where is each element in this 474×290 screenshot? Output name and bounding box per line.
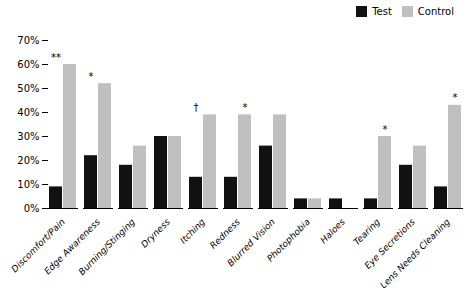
svg-text:40%: 40% (17, 107, 39, 118)
svg-text:*: * (243, 102, 248, 113)
svg-text:*: * (453, 92, 458, 103)
svg-text:50%: 50% (17, 83, 39, 94)
svg-text:*: * (383, 124, 388, 135)
svg-text:†: † (194, 102, 199, 113)
svg-text:Dryness: Dryness (139, 216, 172, 249)
svg-text:Edge Awareness: Edge Awareness (42, 216, 102, 277)
html-text:Test: Test (372, 6, 392, 17)
svg-text:Tearing: Tearing (352, 217, 383, 248)
svg-text:Haloes: Haloes (318, 216, 347, 245)
svg-text:**: ** (51, 52, 61, 63)
svg-text:Blurred Vision: Blurred Vision (225, 216, 277, 269)
svg-text:Photophobia: Photophobia (265, 217, 312, 264)
svg-text:Eye Secretions: Eye Secretions (362, 216, 417, 271)
svg-text:*: * (89, 71, 94, 82)
svg-text:Redness: Redness (208, 216, 242, 250)
svg-text:Burning/Stinging: Burning/Stinging (77, 217, 138, 278)
svg-text:10%: 10% (17, 179, 39, 190)
svg-text:Discomfort/Pain: Discomfort/Pain (9, 216, 67, 275)
svg-text:60%: 60% (17, 59, 39, 70)
svg-text:0%: 0% (24, 203, 40, 214)
svg-text:30%: 30% (17, 131, 39, 142)
html-text:Control: Control (417, 6, 454, 17)
svg-text:70%: 70% (17, 35, 39, 46)
svg-text:Itching: Itching (178, 217, 207, 246)
svg-text:Lens Needs Cleaning: Lens Needs Cleaning (378, 217, 452, 288)
svg-text:20%: 20% (17, 155, 39, 166)
